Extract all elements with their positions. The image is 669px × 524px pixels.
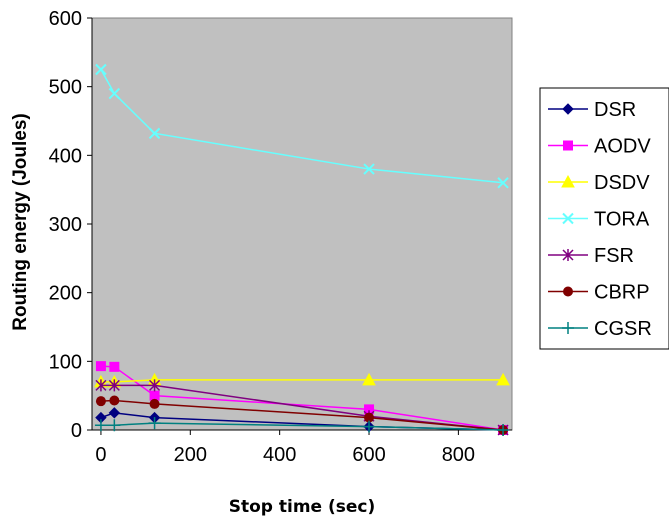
y-tick-label: 0 xyxy=(71,420,82,442)
x-axis-label: Stop time (sec) xyxy=(229,497,376,517)
y-ticks: 0 100 200 300 400 500 600 xyxy=(49,8,92,442)
data-point-cgsr xyxy=(497,424,510,436)
legend-label-tora: TORA xyxy=(594,209,650,231)
data-point-aodv xyxy=(109,361,120,372)
data-point-cbrp xyxy=(149,398,160,409)
data-point-cgsr xyxy=(148,417,161,430)
data-point-dsdv xyxy=(496,372,510,386)
data-point-cbrp xyxy=(95,396,106,407)
x-tick-label: 800 xyxy=(442,444,475,466)
y-tick-label: 500 xyxy=(49,77,82,99)
data-point-aodv xyxy=(95,361,106,372)
data-point-dsr xyxy=(108,407,121,419)
legend-marker-dsdv xyxy=(561,174,575,188)
legend-items: DSR AODV DSDV TORA FSR CBRP CGSR xyxy=(548,99,652,340)
x-tick-label: 400 xyxy=(263,444,296,466)
data-point-fsr xyxy=(108,379,120,392)
legend: DSR AODV DSDV TORA FSR CBRP CGSR xyxy=(539,87,669,350)
legend-marker-tora xyxy=(562,212,574,225)
data-point-tora xyxy=(108,87,121,100)
legend-marker-aodv xyxy=(563,140,573,151)
y-axis-label: Routing energy (Joules) xyxy=(10,113,31,330)
data-point-tora xyxy=(95,63,107,76)
legend-marker-dsr xyxy=(562,103,574,115)
x-tick-label: 600 xyxy=(352,444,385,466)
data-point-cgsr xyxy=(363,420,376,433)
data-point-tora xyxy=(363,163,375,175)
data-point-tora xyxy=(148,127,161,140)
legend-label-cgsr: CGSR xyxy=(594,318,652,340)
legend-label-cbrp: CBRP xyxy=(594,282,650,304)
data-point-aodv xyxy=(364,404,375,415)
legend-label-dsr: DSR xyxy=(594,99,636,121)
legend-marker-fsr xyxy=(562,249,574,261)
data-point-cbrp xyxy=(109,395,120,406)
y-tick-label: 100 xyxy=(49,351,82,373)
x-ticks: 0 200 400 600 800 xyxy=(95,430,475,466)
plot-area xyxy=(91,17,513,431)
legend-marker-cgsr xyxy=(562,322,574,334)
data-point-cgsr xyxy=(94,419,107,432)
legend-label-fsr: FSR xyxy=(594,245,634,267)
data-point-fsr xyxy=(149,379,161,392)
y-tick-label: 300 xyxy=(49,214,82,236)
data-point-aodv xyxy=(149,390,160,401)
series-lines xyxy=(94,63,510,436)
data-point-fsr xyxy=(95,379,107,392)
legend-marker-cbrp xyxy=(563,286,573,297)
data-point-cbrp xyxy=(364,412,375,423)
data-point-dsdv xyxy=(362,372,376,386)
x-tick-label: 200 xyxy=(174,444,207,466)
legend-label-aodv: AODV xyxy=(594,136,651,158)
legend-label-dsdv: DSDV xyxy=(594,172,650,194)
y-tick-label: 200 xyxy=(49,283,82,305)
y-tick-label: 400 xyxy=(49,145,82,167)
y-tick-label: 600 xyxy=(49,8,82,30)
x-tick-label: 0 xyxy=(95,444,106,466)
data-point-tora xyxy=(497,177,509,189)
data-point-cgsr xyxy=(108,419,121,432)
